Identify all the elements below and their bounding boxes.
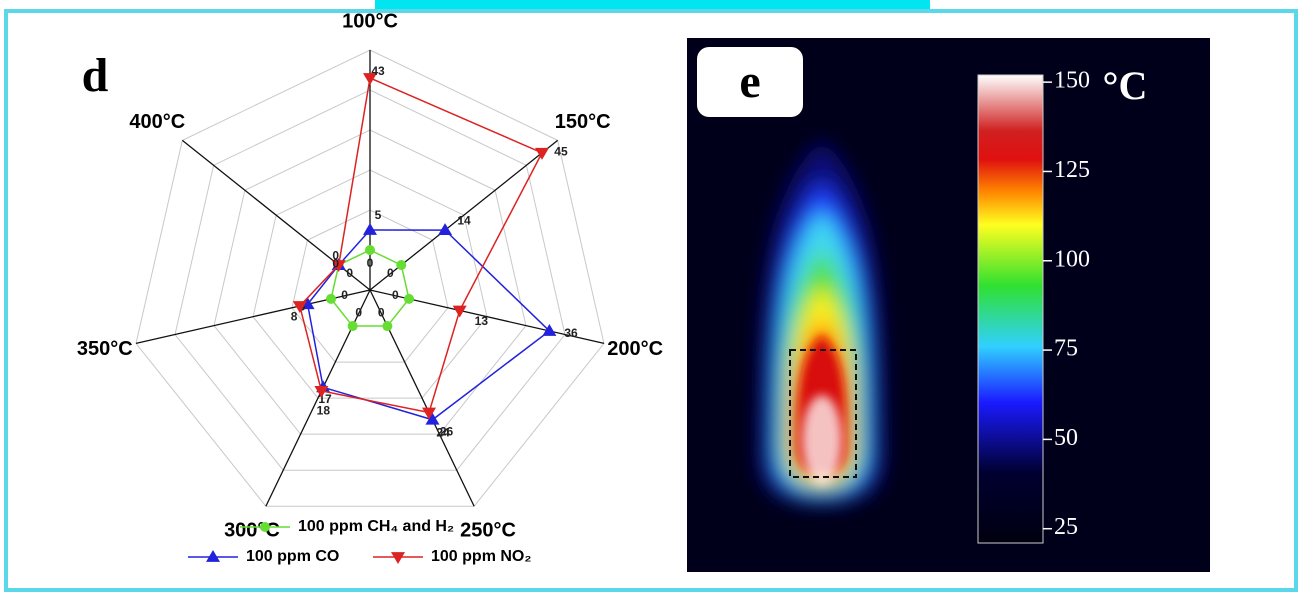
colorbar-tick-label: 50 — [1054, 425, 1078, 451]
legend-label: 100 ppm NO₂ — [431, 548, 531, 565]
thermal-panel: e °C 25 50 75 100 125 150 — [687, 38, 1210, 572]
colorbar-tick-label: 100 — [1054, 246, 1090, 272]
colorbar-unit: °C — [1103, 63, 1148, 108]
colorbar-tick-label: 25 — [1054, 514, 1078, 540]
marker — [326, 294, 336, 304]
axis-label: 200°C — [607, 338, 663, 360]
value-label: 0 — [341, 288, 348, 302]
axis-label: 250°C — [460, 520, 516, 542]
value-label: 0 — [355, 306, 362, 320]
panel-label: d — [82, 49, 109, 102]
legend-label: 100 ppm CH₄ and H₂ — [298, 518, 454, 535]
value-label: 5 — [375, 208, 382, 222]
value-label: 0 — [367, 256, 374, 270]
colorbar-tick-label: 150 — [1054, 68, 1090, 94]
panel-label: e — [739, 55, 760, 108]
value-label: 14 — [457, 214, 471, 228]
marker — [382, 321, 392, 331]
colorbar-tick-label: 125 — [1054, 157, 1090, 183]
value-label: 24 — [436, 425, 450, 439]
marker — [260, 522, 270, 532]
axis-label: 350°C — [77, 338, 133, 360]
colorbar-tick-label: 75 — [1054, 336, 1078, 362]
value-label: 0 — [346, 266, 353, 280]
value-label: 43 — [371, 64, 385, 78]
legend-label: 100 ppm CO — [246, 548, 339, 565]
value-label: 0 — [378, 306, 385, 320]
colorbar — [978, 75, 1043, 543]
marker — [365, 245, 375, 255]
marker — [396, 260, 406, 270]
axis-label: 300°C — [224, 520, 280, 542]
value-label: 18 — [317, 404, 331, 418]
hot-center — [802, 395, 842, 485]
figure: d 100°C150°C200°C250°C300°C350°C400°C000… — [0, 0, 1304, 604]
value-label: 45 — [554, 144, 568, 158]
value-label: 0 — [332, 257, 339, 271]
value-label: 8 — [291, 309, 298, 323]
axis-label: 100°C — [342, 10, 398, 32]
marker — [404, 294, 414, 304]
marker — [348, 321, 358, 331]
value-label: 36 — [564, 326, 578, 340]
value-label: 13 — [475, 314, 489, 328]
axis-label: 150°C — [555, 111, 611, 133]
value-label: 0 — [392, 288, 399, 302]
value-label: 0 — [387, 266, 394, 280]
axis-label: 400°C — [129, 111, 185, 133]
